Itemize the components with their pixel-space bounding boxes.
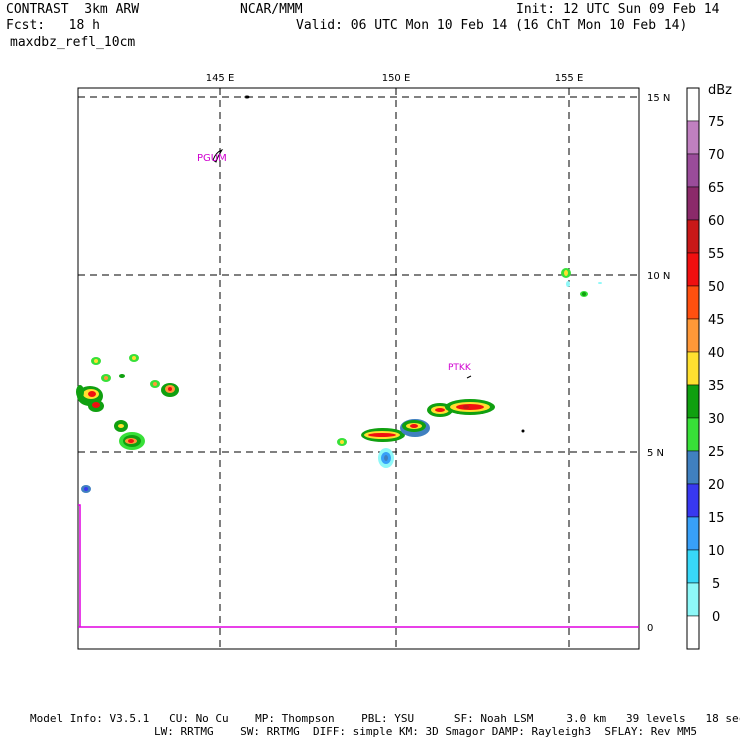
echo-cluster-northeast: [561, 268, 602, 297]
island-outline: [244, 95, 250, 99]
footer-model-info: Model Info: V3.5.1 CU: No Cu MP: Thompso…: [30, 712, 740, 725]
colorbar-tick-label: 70: [708, 148, 725, 163]
colorbar-tick-label: 0: [712, 610, 720, 625]
colorbar-swatch: [686, 384, 700, 419]
header-model: CONTRAST 3km ARW: [6, 2, 140, 17]
map-boundary: [78, 504, 639, 628]
header-valid: Valid: 06 UTC Mon 10 Feb 14 (16 ChT Mon …: [296, 18, 688, 33]
colorbar-swatch: [686, 351, 700, 386]
colorbar-swatch: [686, 153, 700, 188]
colorbar-tick-label: 10: [708, 544, 725, 559]
lon-label: 145 E: [206, 73, 235, 84]
lon-label: 155 E: [555, 73, 584, 84]
colorbar-swatch: [686, 219, 700, 254]
island-outline: [212, 149, 224, 163]
echo-cluster-west: [76, 354, 179, 493]
colorbar-tick-label: 65: [708, 181, 725, 196]
lat-label: 0: [647, 623, 653, 634]
colorbar-tick-label: 75: [708, 115, 725, 130]
header-field: maxdbz_refl_10cm: [10, 35, 136, 50]
station-label-pgum: PGUM: [197, 153, 227, 164]
lat-label: 15 N: [647, 93, 670, 104]
colorbar-tick-label: 55: [708, 247, 725, 262]
colorbar-swatch: [686, 483, 700, 518]
colorbar-swatch: [686, 252, 700, 287]
colorbar-unit: dBz: [708, 83, 732, 98]
colorbar-tick-label: 15: [708, 511, 725, 526]
colorbar-tick-label: 20: [708, 478, 725, 493]
footer-physics-info: LW: RRTMG SW: RRTMG DIFF: simple KM: 3D …: [154, 725, 698, 738]
colorbar-swatch: [686, 582, 700, 617]
lat-label: 5 N: [647, 448, 664, 459]
colorbar-swatch: [686, 120, 700, 155]
map-frame: [77, 87, 640, 650]
reflectivity-echoes: [76, 95, 602, 493]
colorbar-tick-label: 40: [708, 346, 725, 361]
colorbar-swatch: [686, 516, 700, 551]
header-init: Init: 12 UTC Sun 09 Feb 14: [516, 2, 720, 17]
colorbar-tick-label: 30: [708, 412, 725, 427]
colorbar-swatch: [686, 549, 700, 584]
lon-label: 150 E: [382, 73, 411, 84]
colorbar-swatch: [686, 417, 700, 452]
colorbar-tick-label: 50: [708, 280, 725, 295]
colorbar-swatch: [686, 615, 700, 650]
lat-lon-grid: [78, 88, 639, 649]
colorbar-swatch: [686, 318, 700, 353]
echo-band-central: [337, 399, 525, 468]
colorbar-tick-label: 5: [712, 577, 720, 592]
station-label-ptkk: PTKK: [448, 363, 472, 373]
colorbar-swatch: [686, 87, 700, 122]
colorbar-swatch: [686, 450, 700, 485]
colorbar-swatch: [686, 285, 700, 320]
island-outline: [466, 375, 472, 379]
colorbar-swatch: [686, 186, 700, 221]
colorbar-tick-label: 45: [708, 313, 725, 328]
colorbar: [686, 87, 700, 650]
colorbar-tick-label: 35: [708, 379, 725, 394]
header-org: NCAR/MMM: [240, 2, 303, 17]
colorbar-tick-label: 25: [708, 445, 725, 460]
colorbar-tick-label: 60: [708, 214, 725, 229]
lat-label: 10 N: [647, 271, 670, 282]
header-fcst: Fcst: 18 h: [6, 18, 100, 33]
